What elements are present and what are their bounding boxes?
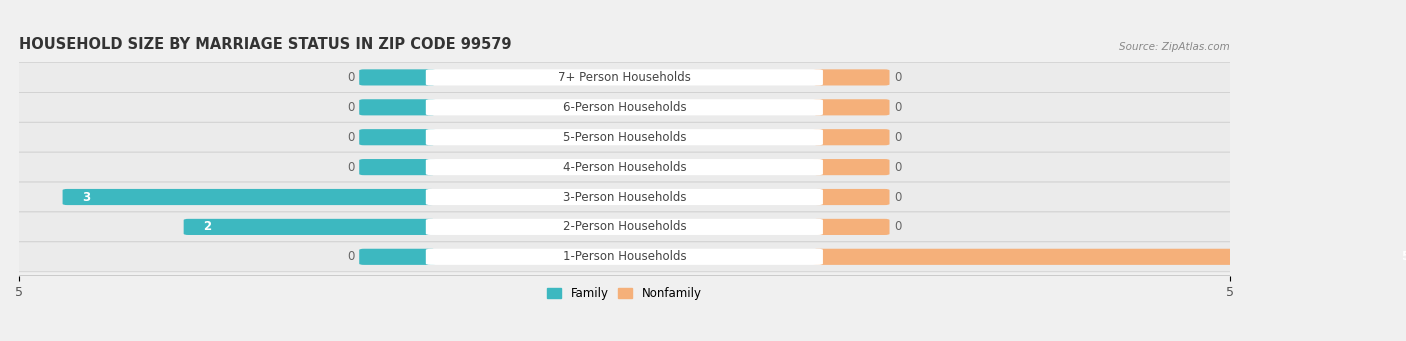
Text: 6-Person Households: 6-Person Households: [562, 101, 686, 114]
FancyBboxPatch shape: [813, 219, 890, 235]
FancyBboxPatch shape: [0, 122, 1251, 152]
Text: Source: ZipAtlas.com: Source: ZipAtlas.com: [1119, 42, 1230, 53]
FancyBboxPatch shape: [63, 189, 436, 205]
FancyBboxPatch shape: [813, 249, 1406, 265]
Legend: Family, Nonfamily: Family, Nonfamily: [543, 282, 706, 305]
Text: 0: 0: [894, 101, 901, 114]
Text: 3: 3: [82, 191, 90, 204]
Text: 0: 0: [894, 131, 901, 144]
FancyBboxPatch shape: [813, 69, 890, 86]
FancyBboxPatch shape: [359, 159, 436, 175]
FancyBboxPatch shape: [426, 69, 823, 86]
FancyBboxPatch shape: [426, 189, 823, 205]
FancyBboxPatch shape: [426, 99, 823, 115]
FancyBboxPatch shape: [0, 92, 1251, 122]
Text: 4-Person Households: 4-Person Households: [562, 161, 686, 174]
Text: 0: 0: [347, 71, 354, 84]
FancyBboxPatch shape: [0, 152, 1251, 182]
FancyBboxPatch shape: [426, 219, 823, 235]
Text: 0: 0: [894, 191, 901, 204]
FancyBboxPatch shape: [0, 212, 1251, 242]
Text: 2: 2: [202, 220, 211, 234]
FancyBboxPatch shape: [426, 159, 823, 175]
FancyBboxPatch shape: [0, 62, 1251, 92]
Text: 3-Person Households: 3-Person Households: [562, 191, 686, 204]
FancyBboxPatch shape: [813, 189, 890, 205]
FancyBboxPatch shape: [0, 182, 1251, 212]
Text: 0: 0: [894, 161, 901, 174]
Text: 1-Person Households: 1-Person Households: [562, 250, 686, 263]
FancyBboxPatch shape: [359, 99, 436, 115]
FancyBboxPatch shape: [813, 99, 890, 115]
Text: HOUSEHOLD SIZE BY MARRIAGE STATUS IN ZIP CODE 99579: HOUSEHOLD SIZE BY MARRIAGE STATUS IN ZIP…: [20, 38, 512, 53]
FancyBboxPatch shape: [359, 69, 436, 86]
Text: 0: 0: [347, 131, 354, 144]
FancyBboxPatch shape: [0, 242, 1251, 272]
Text: 5: 5: [1400, 250, 1406, 263]
Text: 0: 0: [347, 101, 354, 114]
FancyBboxPatch shape: [813, 129, 890, 145]
FancyBboxPatch shape: [359, 249, 436, 265]
FancyBboxPatch shape: [359, 129, 436, 145]
Text: 7+ Person Households: 7+ Person Households: [558, 71, 690, 84]
FancyBboxPatch shape: [426, 129, 823, 145]
Text: 2-Person Households: 2-Person Households: [562, 220, 686, 234]
FancyBboxPatch shape: [813, 159, 890, 175]
FancyBboxPatch shape: [184, 219, 436, 235]
FancyBboxPatch shape: [426, 249, 823, 265]
Text: 0: 0: [894, 220, 901, 234]
Text: 0: 0: [894, 71, 901, 84]
Text: 0: 0: [347, 250, 354, 263]
Text: 0: 0: [347, 161, 354, 174]
Text: 5-Person Households: 5-Person Households: [562, 131, 686, 144]
